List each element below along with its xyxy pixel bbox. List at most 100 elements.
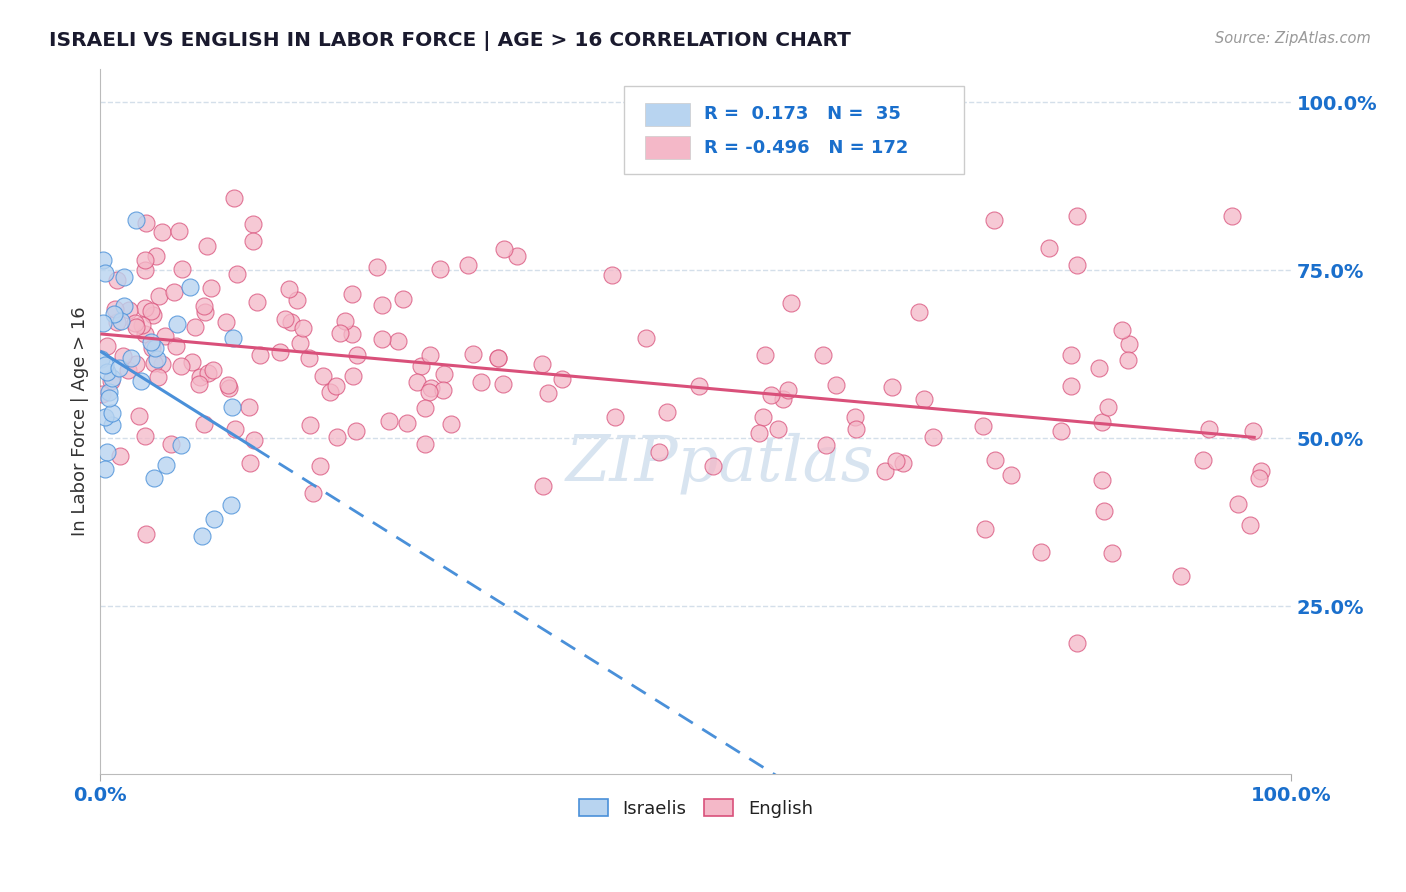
Point <box>346 348 368 362</box>
Point <box>326 430 349 444</box>
Point <box>754 348 776 362</box>
Point <box>772 392 794 406</box>
Text: ZIPpatlas: ZIPpatlas <box>565 433 875 494</box>
Point <box>486 351 509 366</box>
Point <box>100 374 122 388</box>
Point <box>239 456 262 470</box>
Point <box>312 369 335 384</box>
Point <box>91 252 114 267</box>
Point <box>396 417 419 431</box>
Text: R = -0.496   N = 172: R = -0.496 N = 172 <box>704 138 908 157</box>
Point <box>470 376 492 390</box>
Point <box>96 365 118 379</box>
Point <box>647 445 669 459</box>
Point <box>457 258 479 272</box>
Point <box>159 437 181 451</box>
Point <box>105 315 128 329</box>
Point <box>128 409 150 423</box>
Point <box>179 280 201 294</box>
Point <box>163 285 186 299</box>
Point <box>134 252 156 267</box>
Point <box>226 267 249 281</box>
Point <box>195 239 218 253</box>
Point <box>125 212 148 227</box>
Point <box>193 299 215 313</box>
Point <box>217 378 239 392</box>
Point <box>105 272 128 286</box>
Point <box>242 217 264 231</box>
Point <box>193 417 215 431</box>
Point <box>325 379 347 393</box>
Point <box>603 410 626 425</box>
Point <box>1029 545 1052 559</box>
Point <box>94 266 117 280</box>
Point <box>506 249 529 263</box>
Point <box>492 377 515 392</box>
Point <box>134 428 156 442</box>
Point <box>387 334 409 348</box>
Point <box>440 417 463 431</box>
Point <box>413 437 436 451</box>
Point <box>139 334 162 349</box>
Point <box>188 370 211 384</box>
Point <box>170 438 193 452</box>
Point <box>125 357 148 371</box>
Point <box>101 418 124 433</box>
Point <box>124 316 146 330</box>
Point <box>94 358 117 372</box>
Point <box>90 351 112 366</box>
Point <box>135 526 157 541</box>
Point <box>277 282 299 296</box>
Point <box>1241 424 1264 438</box>
Point <box>142 471 165 485</box>
Point <box>1101 546 1123 560</box>
Point <box>1091 473 1114 487</box>
Point <box>221 331 243 345</box>
Point <box>202 512 225 526</box>
Point <box>249 348 271 362</box>
Point <box>112 269 135 284</box>
Point <box>309 459 332 474</box>
Point <box>129 375 152 389</box>
Point <box>298 417 321 432</box>
Point <box>531 479 554 493</box>
Point <box>329 326 352 341</box>
Point <box>912 392 935 406</box>
Point <box>420 381 443 395</box>
Point <box>318 385 340 400</box>
Point <box>134 327 156 342</box>
Point <box>873 464 896 478</box>
Point <box>201 363 224 377</box>
Point <box>155 458 177 472</box>
Point <box>377 414 399 428</box>
Point <box>419 348 441 362</box>
Point <box>194 304 217 318</box>
Point <box>1060 378 1083 392</box>
Point <box>1066 210 1088 224</box>
Point <box>112 349 135 363</box>
Point <box>432 384 454 398</box>
Point <box>1192 453 1215 467</box>
Point <box>814 438 837 452</box>
Point <box>142 308 165 322</box>
Point <box>94 462 117 476</box>
Point <box>429 261 451 276</box>
Text: Source: ZipAtlas.com: Source: ZipAtlas.com <box>1215 31 1371 46</box>
Point <box>118 303 141 318</box>
Point <box>98 391 121 405</box>
Point <box>983 452 1005 467</box>
Point <box>536 385 558 400</box>
Point <box>131 318 153 332</box>
Point <box>221 400 243 414</box>
Point <box>170 262 193 277</box>
Point <box>96 339 118 353</box>
Point <box>907 304 929 318</box>
Point <box>702 459 724 474</box>
Point <box>101 371 124 385</box>
Point <box>287 293 309 307</box>
Point <box>333 314 356 328</box>
Point <box>409 359 432 374</box>
Point <box>886 454 908 468</box>
Point <box>688 378 710 392</box>
Point <box>134 301 156 315</box>
